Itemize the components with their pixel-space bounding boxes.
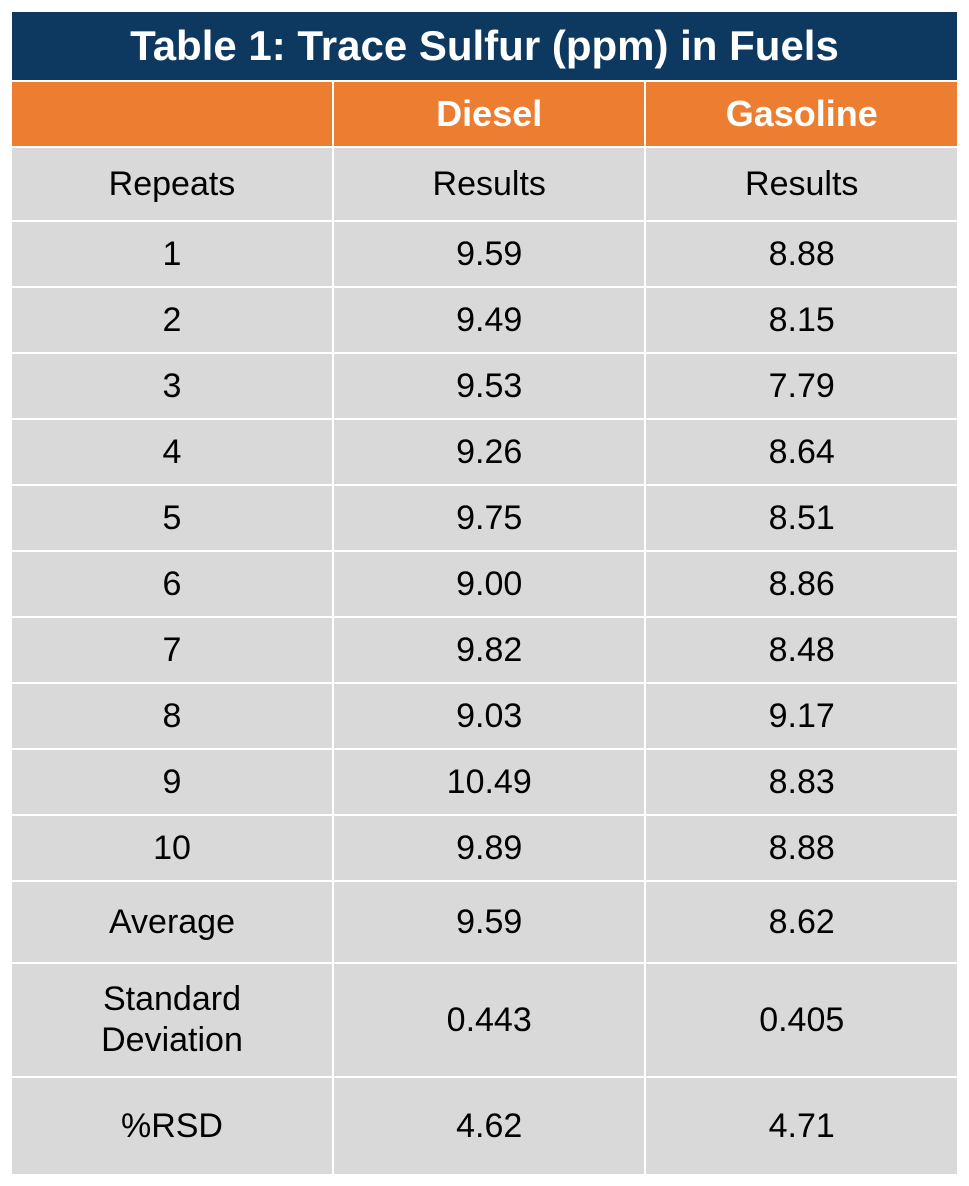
row-diesel: 9.82 <box>333 617 646 683</box>
row-diesel: 9.00 <box>333 551 646 617</box>
summary-stddev-row: StandardDeviation 0.443 0.405 <box>11 963 958 1077</box>
table-title: Table 1: Trace Sulfur (ppm) in Fuels <box>11 11 958 81</box>
subheader-gasoline: Results <box>645 147 958 221</box>
table-row: 1 9.59 8.88 <box>11 221 958 287</box>
summary-average-row: Average 9.59 8.62 <box>11 881 958 963</box>
row-label: 1 <box>11 221 333 287</box>
table-header-row: Diesel Gasoline <box>11 81 958 147</box>
summary-average-gasoline: 8.62 <box>645 881 958 963</box>
row-label: 9 <box>11 749 333 815</box>
row-gasoline: 8.51 <box>645 485 958 551</box>
summary-rsd-diesel: 4.62 <box>333 1077 646 1175</box>
table-subheader-row: Repeats Results Results <box>11 147 958 221</box>
row-gasoline: 8.64 <box>645 419 958 485</box>
row-gasoline: 8.88 <box>645 221 958 287</box>
table-row: 10 9.89 8.88 <box>11 815 958 881</box>
row-diesel: 9.03 <box>333 683 646 749</box>
summary-rsd-label: %RSD <box>11 1077 333 1175</box>
row-gasoline: 8.86 <box>645 551 958 617</box>
row-gasoline: 8.88 <box>645 815 958 881</box>
row-gasoline: 8.83 <box>645 749 958 815</box>
table-row: 3 9.53 7.79 <box>11 353 958 419</box>
header-blank <box>11 81 333 147</box>
trace-sulfur-table: Table 1: Trace Sulfur (ppm) in Fuels Die… <box>10 10 959 1176</box>
table-row: 4 9.26 8.64 <box>11 419 958 485</box>
header-diesel: Diesel <box>333 81 646 147</box>
subheader-repeats: Repeats <box>11 147 333 221</box>
summary-rsd-row: %RSD 4.62 4.71 <box>11 1077 958 1175</box>
row-label: 6 <box>11 551 333 617</box>
row-label: 3 <box>11 353 333 419</box>
table-row: 8 9.03 9.17 <box>11 683 958 749</box>
table-row: 5 9.75 8.51 <box>11 485 958 551</box>
row-diesel: 9.59 <box>333 221 646 287</box>
row-label: 8 <box>11 683 333 749</box>
table-row: 9 10.49 8.83 <box>11 749 958 815</box>
summary-average-diesel: 9.59 <box>333 881 646 963</box>
summary-stddev-diesel: 0.443 <box>333 963 646 1077</box>
table-body: 1 9.59 8.88 2 9.49 8.15 3 9.53 7.79 4 9.… <box>11 221 958 1175</box>
table-title-row: Table 1: Trace Sulfur (ppm) in Fuels <box>11 11 958 81</box>
table-row: 7 9.82 8.48 <box>11 617 958 683</box>
row-gasoline: 7.79 <box>645 353 958 419</box>
data-table: Table 1: Trace Sulfur (ppm) in Fuels Die… <box>10 10 959 1176</box>
row-diesel: 9.89 <box>333 815 646 881</box>
summary-stddev-label: StandardDeviation <box>11 963 333 1077</box>
row-diesel: 9.49 <box>333 287 646 353</box>
row-gasoline: 8.15 <box>645 287 958 353</box>
row-label: 2 <box>11 287 333 353</box>
row-label: 5 <box>11 485 333 551</box>
header-gasoline: Gasoline <box>645 81 958 147</box>
summary-average-label: Average <box>11 881 333 963</box>
subheader-diesel: Results <box>333 147 646 221</box>
row-gasoline: 8.48 <box>645 617 958 683</box>
summary-stddev-gasoline: 0.405 <box>645 963 958 1077</box>
row-label: 10 <box>11 815 333 881</box>
row-diesel: 9.53 <box>333 353 646 419</box>
summary-rsd-gasoline: 4.71 <box>645 1077 958 1175</box>
row-gasoline: 9.17 <box>645 683 958 749</box>
row-label: 4 <box>11 419 333 485</box>
table-row: 2 9.49 8.15 <box>11 287 958 353</box>
table-row: 6 9.00 8.86 <box>11 551 958 617</box>
row-diesel: 9.75 <box>333 485 646 551</box>
row-label: 7 <box>11 617 333 683</box>
row-diesel: 9.26 <box>333 419 646 485</box>
row-diesel: 10.49 <box>333 749 646 815</box>
